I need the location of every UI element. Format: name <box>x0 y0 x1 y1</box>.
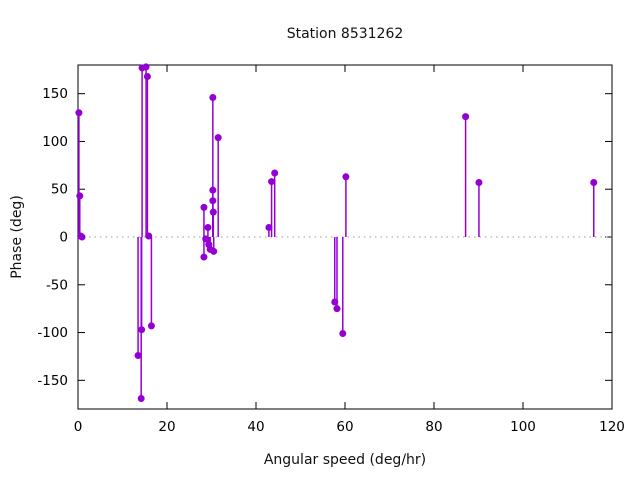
y-tick-label: -50 <box>46 277 68 293</box>
data-point <box>209 93 217 101</box>
y-tick-label: 150 <box>42 86 68 102</box>
data-point <box>333 305 341 313</box>
x-tick-label: 100 <box>510 419 536 435</box>
data-point <box>134 351 142 359</box>
data-point <box>209 208 217 216</box>
data-point <box>210 247 218 255</box>
y-tick-label: 100 <box>42 134 68 150</box>
data-point <box>200 203 208 211</box>
data-point <box>331 298 339 306</box>
data-point <box>75 109 83 117</box>
data-point <box>209 197 217 205</box>
x-tick-label: 20 <box>158 419 175 435</box>
x-tick-label: 120 <box>599 419 625 435</box>
data-point <box>342 173 350 181</box>
data-point <box>76 192 84 200</box>
x-tick-label: 40 <box>247 419 264 435</box>
x-axis-label: Angular speed (deg/hr) <box>263 452 427 468</box>
data-point <box>147 322 155 330</box>
y-tick-label: 0 <box>59 230 68 246</box>
data-point <box>475 179 483 187</box>
data-point <box>143 72 151 80</box>
y-tick-label: 50 <box>51 182 68 198</box>
data-point <box>204 223 212 231</box>
data-point <box>138 326 146 334</box>
plot-border <box>77 64 613 410</box>
data-point <box>590 179 598 187</box>
data-point <box>339 330 347 338</box>
x-tick-label: 60 <box>336 419 353 435</box>
y-tick-label: -150 <box>37 373 68 389</box>
data-point <box>78 233 86 241</box>
data-point <box>462 113 470 121</box>
chart-title: Station 8531262 <box>286 26 404 42</box>
x-tick-label: 0 <box>74 419 83 435</box>
data-point <box>142 63 150 71</box>
y-tick-label: -100 <box>37 325 68 341</box>
x-tick-label: 80 <box>425 419 442 435</box>
data-point <box>268 178 276 186</box>
data-point <box>271 169 279 177</box>
data-point <box>137 394 145 402</box>
data-point <box>265 223 273 231</box>
data-point <box>202 235 210 243</box>
data-point <box>145 232 153 240</box>
data-point <box>214 134 222 142</box>
data-point <box>200 253 208 261</box>
y-axis-label: Phase (deg) <box>9 195 25 279</box>
data-point <box>209 186 217 194</box>
